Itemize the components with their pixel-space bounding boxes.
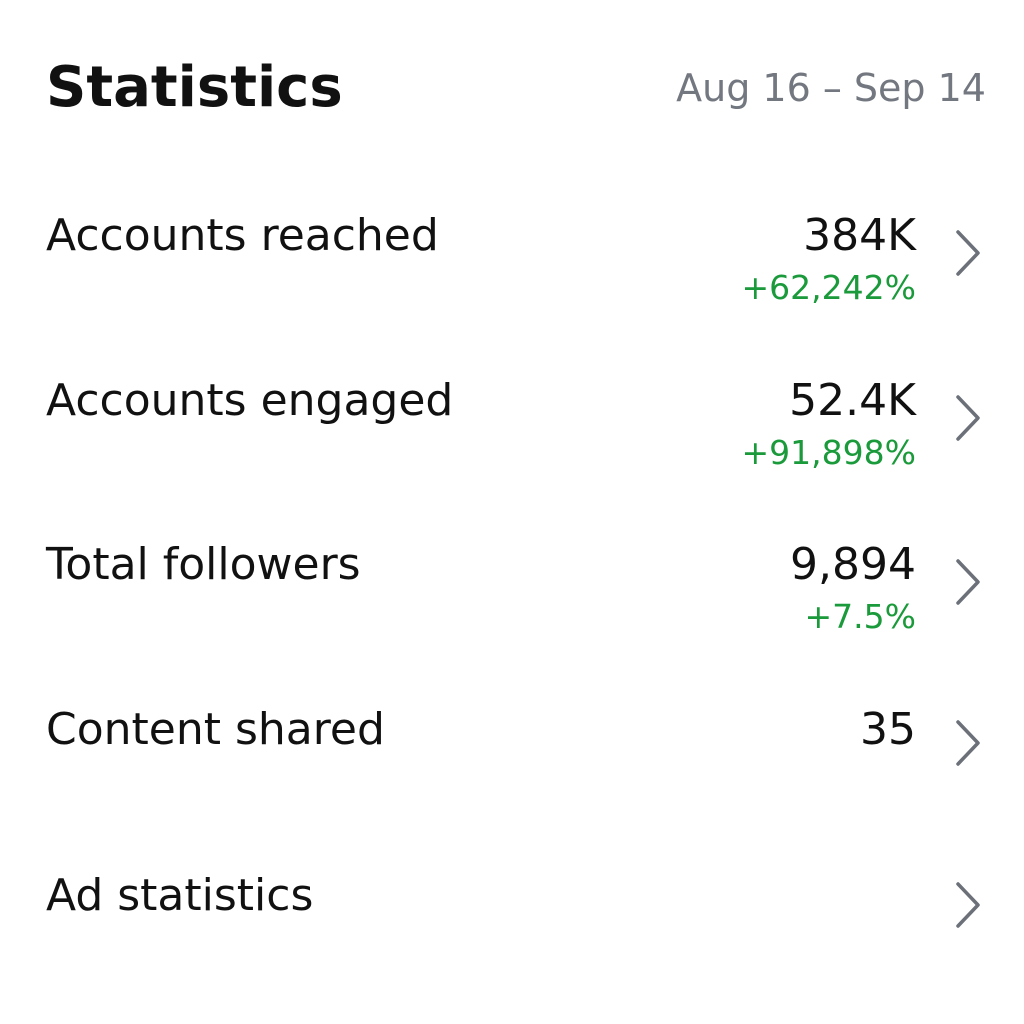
stat-row-total-followers[interactable]: Total followers 9,894 +7.5% [46, 537, 986, 667]
stat-value: 9,894 [790, 539, 916, 590]
stat-label: Content shared [46, 704, 385, 755]
stat-row-content-shared[interactable]: Content shared 35 [46, 702, 986, 832]
chevron-right-icon[interactable] [950, 226, 986, 280]
stat-label: Accounts reached [46, 210, 439, 261]
stat-values: 9,894 +7.5% [790, 537, 916, 641]
stat-row-accounts-engaged[interactable]: Accounts engaged 52.4K +91,898% [46, 373, 986, 503]
stat-values: 384K +62,242% [742, 208, 916, 312]
stat-label: Ad statistics [46, 870, 314, 921]
date-range[interactable]: Aug 16 – Sep 14 [676, 66, 986, 110]
page-title: Statistics [46, 55, 343, 120]
stat-change: +62,242% [741, 268, 916, 307]
stat-change: +91,898% [741, 433, 916, 472]
chevron-right-icon[interactable] [950, 878, 986, 932]
stat-values: 35 [860, 702, 916, 758]
stat-value: 52.4K [789, 375, 916, 426]
stat-label: Accounts engaged [46, 375, 454, 426]
chevron-right-icon[interactable] [950, 555, 986, 609]
chevron-right-icon[interactable] [950, 716, 986, 770]
stat-value: 35 [860, 704, 916, 755]
statistics-header: Statistics Aug 16 – Sep 14 [46, 52, 986, 132]
chevron-right-icon[interactable] [950, 391, 986, 445]
stat-value: 384K [803, 210, 916, 261]
stat-row-ad-statistics[interactable]: Ad statistics [46, 868, 986, 998]
stat-values: 52.4K +91,898% [742, 373, 916, 477]
stat-label: Total followers [46, 539, 361, 590]
stat-change: +7.5% [804, 597, 917, 636]
stat-row-accounts-reached[interactable]: Accounts reached 384K +62,242% [46, 208, 986, 338]
